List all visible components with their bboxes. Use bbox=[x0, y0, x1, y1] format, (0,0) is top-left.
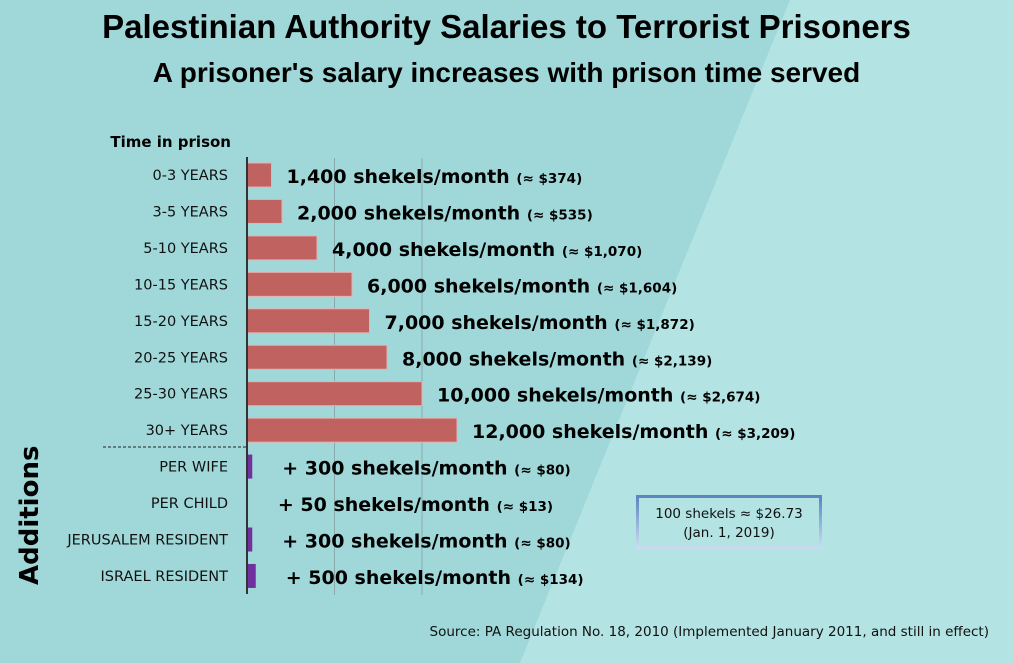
chart-title: Palestinian Authority Salaries to Terror… bbox=[102, 8, 911, 45]
note-line1: 100 shekels ≈ $26.73 bbox=[655, 506, 803, 522]
usd-label: (≈ $1,604) bbox=[597, 280, 677, 296]
usd-label: (≈ $374) bbox=[516, 171, 582, 187]
source-text: Source: PA Regulation No. 18, 2010 (Impl… bbox=[429, 624, 989, 640]
data-label: 10,000 shekels/month (≈ $2,674) bbox=[437, 385, 760, 407]
usd-label: (≈ $134) bbox=[518, 572, 584, 588]
usd-label: (≈ $80) bbox=[514, 463, 571, 479]
shekel-label: + 300 shekels/month bbox=[282, 458, 514, 480]
shekel-label: 10,000 shekels/month bbox=[437, 385, 680, 407]
usd-label: (≈ $1,070) bbox=[562, 244, 642, 260]
usd-label: (≈ $3,209) bbox=[715, 426, 795, 442]
exchange-rate-note: 100 shekels ≈ $26.73 (Jan. 1, 2019) bbox=[636, 495, 822, 549]
additions-label: Additions bbox=[15, 445, 45, 585]
shekel-label: + 50 shekels/month bbox=[278, 494, 497, 516]
category-label: 15-20 YEARS bbox=[134, 314, 228, 330]
data-label: + 50 shekels/month (≈ $13) bbox=[278, 494, 553, 516]
data-label: + 300 shekels/month (≈ $80) bbox=[282, 531, 570, 553]
shekel-label: 8,000 shekels/month bbox=[402, 348, 632, 370]
category-label: 30+ YEARS bbox=[146, 423, 228, 439]
data-label: + 500 shekels/month (≈ $134) bbox=[286, 567, 584, 589]
category-label: PER CHILD bbox=[151, 496, 228, 512]
shekel-label: + 300 shekels/month bbox=[282, 531, 514, 553]
data-label: 6,000 shekels/month (≈ $1,604) bbox=[367, 275, 677, 297]
bar bbox=[246, 344, 388, 370]
bar bbox=[246, 271, 353, 297]
bar bbox=[247, 527, 253, 552]
bar bbox=[246, 235, 318, 261]
data-label: 2,000 shekels/month (≈ $535) bbox=[297, 202, 593, 224]
usd-label: (≈ $13) bbox=[497, 499, 554, 515]
category-label: 25-30 YEARS bbox=[134, 387, 228, 403]
usd-label: (≈ $1,872) bbox=[614, 317, 694, 333]
data-label: 8,000 shekels/month (≈ $2,139) bbox=[402, 348, 712, 370]
usd-label: (≈ $2,139) bbox=[632, 353, 712, 369]
category-label: 20-25 YEARS bbox=[134, 350, 228, 366]
category-label: 0-3 YEARS bbox=[152, 168, 228, 184]
shekel-label: 7,000 shekels/month bbox=[385, 312, 615, 334]
shekel-label: 4,000 shekels/month bbox=[332, 239, 562, 261]
data-label: 7,000 shekels/month (≈ $1,872) bbox=[385, 312, 695, 334]
usd-label: (≈ $2,674) bbox=[680, 390, 760, 406]
bar bbox=[246, 308, 370, 334]
category-label: 10-15 YEARS bbox=[134, 277, 228, 293]
bar bbox=[246, 198, 283, 224]
chart-subtitle: A prisoner's salary increases with priso… bbox=[152, 57, 861, 88]
category-label: ISRAEL RESIDENT bbox=[101, 569, 229, 585]
data-label: 1,400 shekels/month (≈ $374) bbox=[287, 166, 583, 188]
shekel-label: 12,000 shekels/month bbox=[472, 421, 715, 443]
shekel-label: 6,000 shekels/month bbox=[367, 275, 597, 297]
bar bbox=[246, 162, 272, 188]
note-line2: (Jan. 1, 2019) bbox=[683, 525, 775, 541]
bar bbox=[247, 563, 256, 588]
shekel-label: 2,000 shekels/month bbox=[297, 202, 527, 224]
shekel-label: 1,400 shekels/month bbox=[287, 166, 517, 188]
bar bbox=[246, 417, 458, 443]
category-label: 5-10 YEARS bbox=[143, 241, 228, 257]
y-axis-title: Time in prison bbox=[110, 133, 231, 151]
category-label: PER WIFE bbox=[159, 460, 228, 476]
usd-label: (≈ $80) bbox=[514, 536, 571, 552]
usd-label: (≈ $535) bbox=[527, 207, 593, 223]
data-label: + 300 shekels/month (≈ $80) bbox=[282, 458, 570, 480]
category-label: JERUSALEM RESIDENT bbox=[66, 533, 228, 549]
bar bbox=[247, 454, 253, 479]
data-label: 12,000 shekels/month (≈ $3,209) bbox=[472, 421, 795, 443]
category-label: 3-5 YEARS bbox=[152, 204, 228, 220]
bar bbox=[246, 381, 423, 407]
shekel-label: + 500 shekels/month bbox=[286, 567, 518, 589]
data-label: 4,000 shekels/month (≈ $1,070) bbox=[332, 239, 642, 261]
